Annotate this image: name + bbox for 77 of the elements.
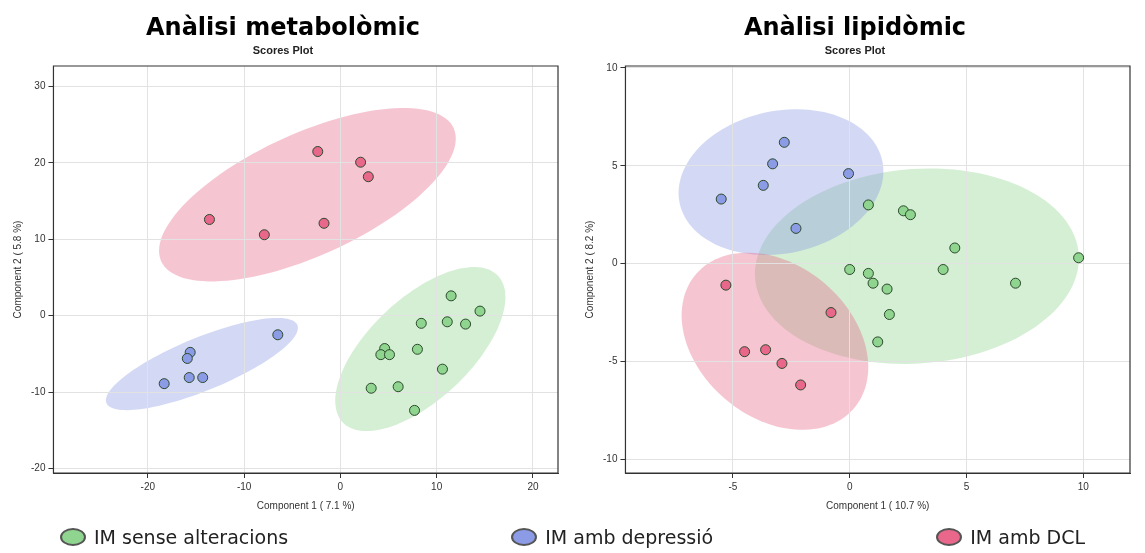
- y-axis-title: Component 2 ( 5.8 %): [11, 220, 23, 319]
- point: [1010, 277, 1022, 289]
- point: [825, 307, 837, 319]
- x-tick-label: -20: [140, 480, 156, 492]
- point: [365, 382, 377, 394]
- point: [862, 267, 874, 279]
- point: [445, 290, 457, 302]
- point: [881, 283, 893, 295]
- point: [739, 346, 751, 358]
- point: [862, 199, 874, 211]
- point: [441, 316, 453, 328]
- point: [181, 352, 193, 364]
- point: [409, 404, 421, 416]
- point: [795, 379, 807, 391]
- point: [1073, 252, 1085, 264]
- x-tick-label: 10: [431, 480, 443, 492]
- x-tick-label: -5: [728, 480, 738, 492]
- x-tick-label: -10: [236, 480, 252, 492]
- y-tick-label: -20: [31, 462, 46, 474]
- point: [415, 317, 427, 329]
- x-tick-label: 0: [846, 480, 853, 492]
- y-axis-title: Component 2 ( 8.2 %): [583, 220, 595, 319]
- point: [474, 305, 486, 317]
- x-axis-title: Component 1 ( 10.7 %): [826, 499, 930, 511]
- point: [720, 279, 732, 291]
- chart-title: Anàlisi lipidòmic: [743, 12, 967, 41]
- chart-subtitle: Scores Plot: [824, 44, 886, 57]
- y-tick-label: 5: [611, 159, 618, 171]
- x-tick-label: 20: [527, 480, 539, 492]
- point: [460, 318, 472, 330]
- x-tick-label: 5: [963, 480, 970, 492]
- y-tick-label: 0: [39, 309, 46, 321]
- legend-label: IM amb depressió: [545, 525, 714, 548]
- y-tick-label: 30: [34, 80, 46, 92]
- point: [258, 229, 270, 241]
- chart-title: Anàlisi metabolòmic: [146, 12, 420, 41]
- point: [776, 357, 788, 369]
- point: [844, 264, 856, 275]
- y-tick-label: 10: [34, 233, 46, 245]
- point: [883, 309, 895, 321]
- point: [392, 381, 404, 393]
- point: [436, 363, 448, 375]
- point: [778, 136, 790, 148]
- point: [384, 349, 395, 361]
- point: [312, 146, 324, 158]
- y-tick-label: -10: [31, 385, 46, 397]
- point: [843, 168, 855, 180]
- x-tick-label: 0: [337, 480, 344, 492]
- point: [318, 217, 330, 229]
- point: [757, 179, 769, 191]
- point: [203, 213, 215, 225]
- y-tick-label: 20: [34, 156, 46, 168]
- point: [715, 193, 727, 205]
- legend-label: IM amb DCL: [970, 525, 1085, 548]
- x-tick-label: 10: [1077, 480, 1090, 492]
- y-tick-label: -5: [608, 355, 618, 367]
- point: [183, 372, 195, 384]
- point: [197, 372, 209, 384]
- point: [272, 329, 284, 341]
- point: [362, 171, 374, 183]
- point: [904, 209, 916, 221]
- point: [158, 378, 170, 390]
- x-axis-title: Component 1 ( 7.1 %): [256, 499, 355, 511]
- point: [760, 344, 772, 356]
- point: [872, 336, 884, 348]
- point: [767, 158, 779, 170]
- legend-label: IM sense alteracions: [94, 525, 289, 548]
- chart-subtitle: Scores Plot: [252, 44, 314, 57]
- point: [355, 156, 367, 168]
- point: [411, 343, 423, 355]
- point: [937, 264, 949, 275]
- y-tick-label: 10: [606, 61, 618, 73]
- y-tick-label: 0: [611, 257, 618, 269]
- point: [867, 277, 879, 289]
- y-tick-label: -10: [603, 453, 618, 465]
- point: [790, 222, 802, 234]
- point: [949, 242, 961, 254]
